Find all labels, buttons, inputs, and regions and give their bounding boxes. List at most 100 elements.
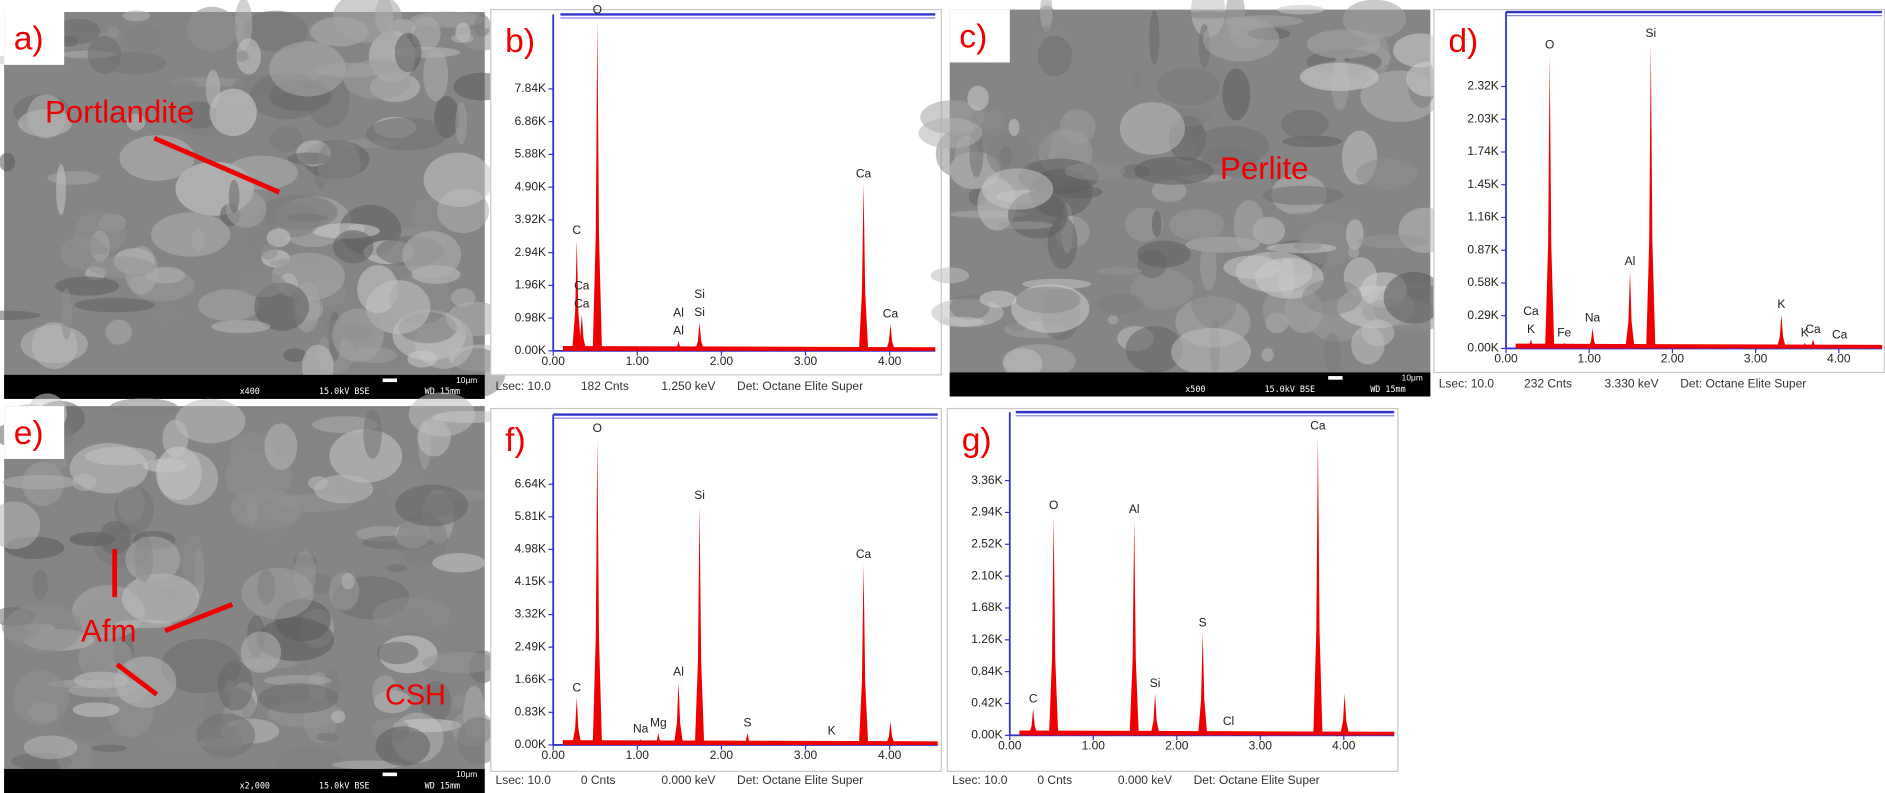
- peak: [1049, 515, 1059, 736]
- peak: [885, 721, 896, 745]
- peak: [694, 505, 705, 745]
- peak-label: Ca: [1805, 322, 1821, 336]
- y-tick-label: 0.58K: [1467, 275, 1498, 289]
- texture: [119, 135, 195, 181]
- info-text: x400: [240, 386, 260, 396]
- texture: [1016, 286, 1081, 314]
- info-bar: [4, 768, 485, 793]
- y-tick-label: 2.10K: [971, 568, 1002, 582]
- peak-label: Al: [673, 665, 684, 679]
- texture: [1355, 158, 1418, 190]
- texture: [47, 170, 100, 185]
- texture: [242, 10, 308, 52]
- texture: [1182, 11, 1233, 19]
- texture: [234, 0, 253, 50]
- footer-text: 0.000 keV: [661, 773, 715, 787]
- texture: [1097, 293, 1144, 314]
- texture: [1262, 185, 1344, 206]
- texture: [1323, 332, 1341, 375]
- panel-label: e): [14, 415, 44, 452]
- panel-label: c): [959, 18, 987, 55]
- x-tick-label: 1.00: [1578, 351, 1602, 365]
- texture: [1194, 125, 1269, 167]
- texture: [967, 85, 989, 111]
- x-tick-label: 2.00: [1165, 738, 1189, 752]
- texture: [375, 726, 431, 766]
- texture: [1065, 162, 1126, 181]
- scale-text: 10μm: [456, 375, 477, 385]
- x-tick-label: 4.00: [1332, 738, 1356, 752]
- texture: [938, 316, 985, 327]
- texture: [240, 631, 282, 673]
- texture: [264, 423, 298, 470]
- y-tick-label: 0.00K: [515, 343, 546, 357]
- texture: [204, 724, 243, 762]
- texture: [26, 94, 66, 139]
- annotation: Afm: [81, 613, 137, 648]
- peak-label: Al: [1625, 254, 1636, 268]
- texture: [126, 113, 146, 131]
- peak: [858, 183, 869, 351]
- footer-text: 1.250 keV: [661, 379, 715, 393]
- texture: [1119, 102, 1185, 155]
- panel-label-box: [949, 9, 1010, 63]
- texture: [385, 563, 408, 573]
- y-tick-label: 0.42K: [971, 696, 1002, 710]
- peak: [577, 314, 587, 351]
- peak: [1028, 708, 1038, 736]
- y-tick-label: 0.98K: [515, 310, 546, 324]
- panel-label: b): [505, 23, 535, 60]
- peak: [653, 733, 663, 745]
- y-tick-label: 3.36K: [971, 473, 1002, 487]
- footer-text: 232 Cnts: [1524, 377, 1572, 391]
- scale-text: 10μm: [456, 769, 477, 779]
- texture: [1261, 348, 1274, 362]
- texture: [1222, 68, 1251, 121]
- texture: [91, 744, 128, 752]
- panel-label-box: [1441, 14, 1492, 68]
- texture: [0, 152, 16, 172]
- texture: [1302, 279, 1362, 315]
- peak-label: Ca: [574, 297, 590, 311]
- texture: [114, 656, 177, 708]
- info-bar: [949, 372, 1431, 397]
- texture: [56, 164, 66, 216]
- y-tick-label: 3.32K: [515, 607, 546, 621]
- texture: [55, 276, 120, 296]
- texture: [266, 228, 291, 248]
- peak-label: Cl: [1223, 714, 1234, 728]
- texture: [263, 675, 332, 686]
- y-tick-label: 6.64K: [515, 476, 546, 490]
- texture: [197, 289, 261, 322]
- x-tick-label: 4.00: [878, 748, 902, 762]
- texture: [3, 603, 83, 653]
- x-tick-label: 0.00: [998, 738, 1022, 752]
- frame: [1433, 9, 1885, 374]
- texture: [1168, 209, 1225, 241]
- peak: [1587, 328, 1598, 349]
- peak: [1198, 632, 1208, 736]
- texture: [1306, 29, 1381, 59]
- peak: [592, 438, 602, 745]
- texture: [307, 476, 329, 490]
- info-text: x2,000: [240, 780, 270, 790]
- y-tick-label: 0.87K: [1467, 242, 1498, 256]
- texture: [402, 231, 462, 279]
- peak-label: Si: [1645, 26, 1656, 40]
- peak-label: Na: [633, 722, 649, 736]
- x-tick-label: 1.00: [626, 354, 650, 368]
- y-tick-label: 0.00K: [1467, 341, 1498, 355]
- y-tick-label: 2.03K: [1467, 111, 1498, 125]
- texture: [151, 212, 231, 257]
- peak-label: K: [1777, 297, 1785, 311]
- peak: [592, 20, 602, 351]
- texture: [979, 290, 1017, 308]
- peak-label: Ca: [1310, 418, 1326, 432]
- texture: [1351, 325, 1385, 365]
- info-text: WD 15mm: [425, 386, 460, 396]
- y-tick-label: 2.49K: [515, 639, 546, 653]
- info-text: WD 15mm: [425, 780, 460, 790]
- texture: [432, 410, 508, 423]
- texture: [1171, 327, 1252, 377]
